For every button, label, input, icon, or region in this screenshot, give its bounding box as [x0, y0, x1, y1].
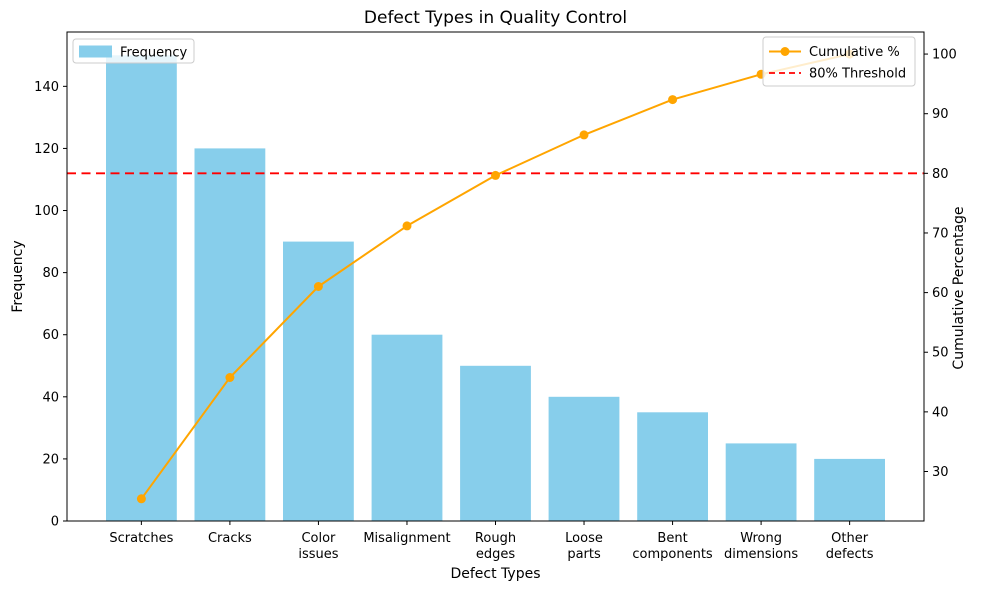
- xtick-label-wrong-dimensions: Wrong dimensions: [724, 531, 798, 562]
- axis-ticks-layer: 0 20 40 60 80 100 120 140 30 40 50 60 70 80 90 100 Scrat…: [34, 48, 957, 562]
- cumulative-marker-icon: [780, 47, 790, 56]
- ytick-right-label-80: 80: [932, 167, 949, 182]
- point-rough-edges: [491, 170, 500, 180]
- xtick-label-rough-edges: Rough edges: [475, 531, 516, 562]
- ytick-right-label-90: 90: [932, 107, 949, 122]
- bar-cracks: [194, 148, 266, 521]
- bar-wrong-dimensions: [725, 443, 797, 521]
- ytick-right-label-100: 100: [932, 48, 957, 63]
- legend-cumulative-label: Cumulative %: [809, 45, 900, 60]
- bar-misalignment: [371, 334, 443, 521]
- ytick-left-label-80: 80: [42, 266, 59, 281]
- xtick-label-cracks: Cracks: [208, 531, 252, 546]
- ytick-left-label-0: 0: [51, 515, 59, 530]
- point-color-issues: [313, 282, 323, 291]
- point-misalignment: [402, 221, 412, 231]
- bar-scratches: [106, 55, 177, 522]
- ytick-left-label-120: 120: [34, 142, 59, 157]
- xtick-label-loose-parts: Loose parts: [565, 531, 603, 562]
- ytick-left-label-40: 40: [42, 390, 59, 405]
- bar-bent-components: [637, 412, 708, 521]
- bars-layer: [106, 55, 885, 522]
- frequency-swatch-icon: [79, 45, 112, 58]
- bar-loose-parts: [548, 396, 620, 521]
- ytick-right-label-40: 40: [932, 405, 949, 420]
- bar-other-defects: [814, 458, 885, 521]
- legend-frequency: Frequency: [72, 38, 195, 64]
- y-axis-label-left: Frequency: [10, 240, 26, 312]
- plot-frame: [66, 31, 925, 522]
- xtick-label-color-issues: Color issues: [298, 531, 338, 562]
- ytick-right-label-30: 30: [932, 465, 949, 480]
- xtick-label-bent-components: Bent components: [632, 531, 713, 562]
- point-bent-components: [668, 95, 678, 105]
- chart-title: Defect Types in Quality Control: [364, 8, 627, 28]
- point-scratches: [136, 494, 146, 504]
- ytick-left-label-140: 140: [34, 80, 59, 95]
- legend-threshold-label: 80% Threshold: [809, 67, 906, 82]
- y-axis-label-right: Cumulative Percentage: [951, 206, 967, 369]
- ytick-right-label-60: 60: [932, 286, 949, 301]
- ytick-right-label-50: 50: [932, 346, 949, 361]
- legend-frequency-label: Frequency: [120, 46, 187, 61]
- ytick-left-label-60: 60: [42, 328, 59, 343]
- cumulative-line-layer: [136, 49, 855, 504]
- x-axis-label: Defect Types: [450, 566, 540, 582]
- ytick-left-label-100: 100: [34, 204, 59, 219]
- legend-cumulative: Cumulative % 80% Threshold: [762, 36, 916, 87]
- ytick-right-label-70: 70: [932, 226, 949, 241]
- xtick-label-scratches: Scratches: [109, 531, 173, 546]
- xtick-label-other-defects: Other defects: [826, 531, 874, 562]
- xtick-label-misalignment: Misalignment: [363, 531, 450, 546]
- point-cracks: [225, 373, 235, 382]
- point-loose-parts: [579, 130, 589, 140]
- bar-rough-edges: [460, 365, 531, 521]
- ytick-left-label-20: 20: [42, 452, 59, 467]
